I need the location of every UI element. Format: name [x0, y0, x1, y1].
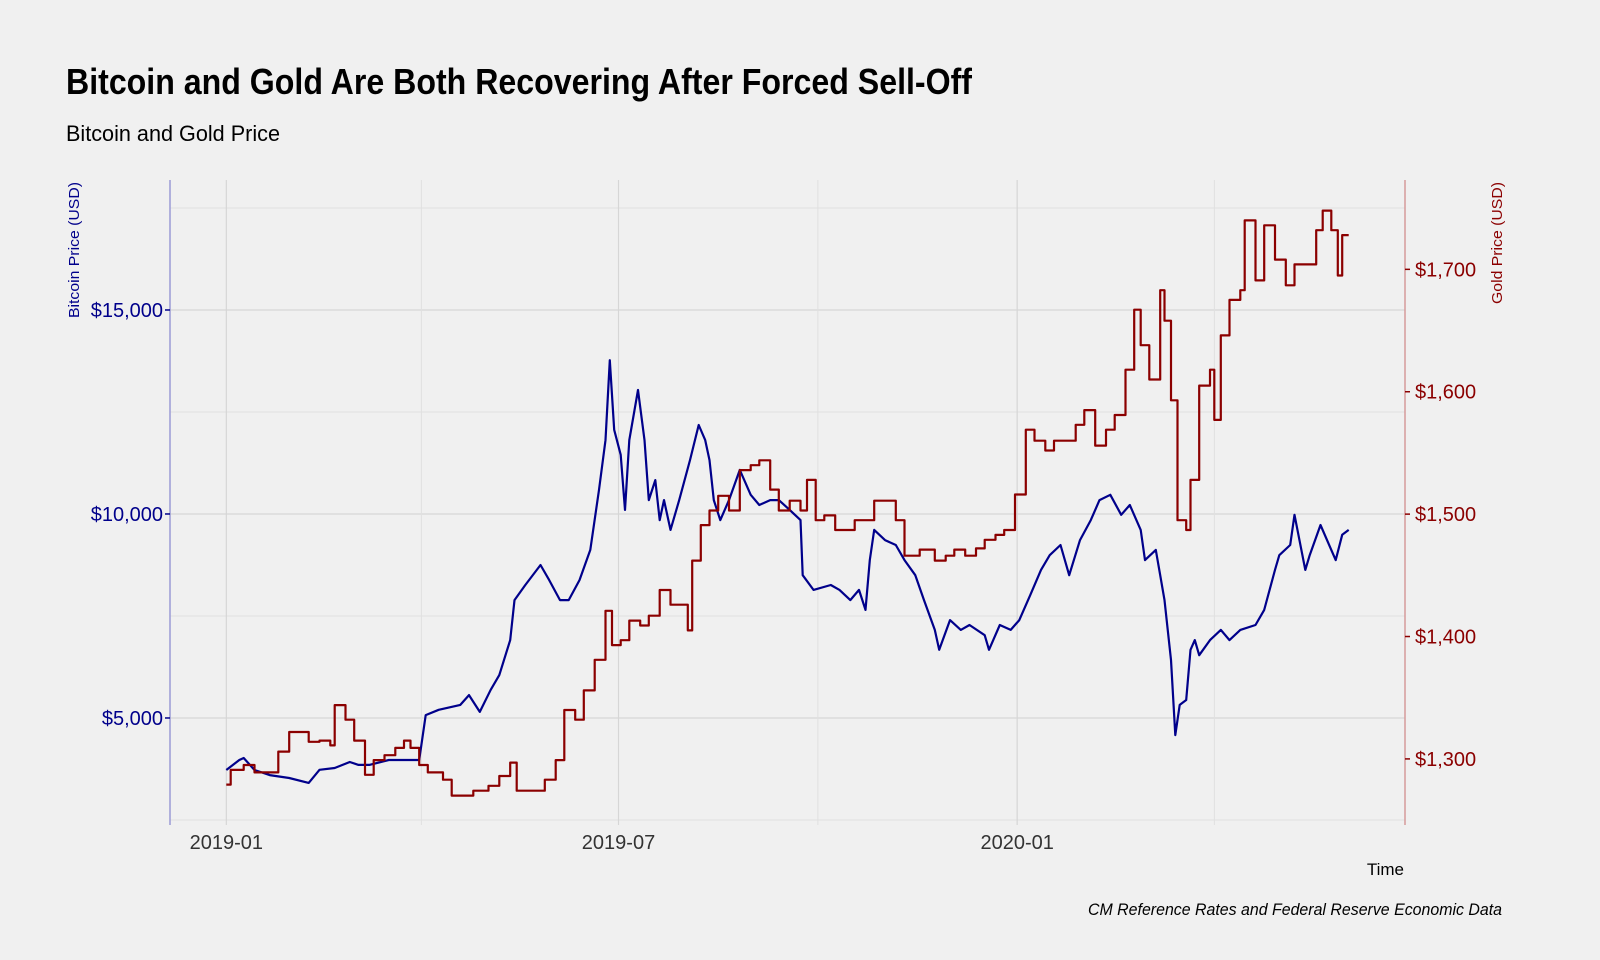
right-y-axis-label: Gold Price (USD) [1489, 182, 1506, 304]
left-y-axis-label: Bitcoin Price (USD) [66, 182, 83, 318]
left-y-tick-label: $10,000 [91, 504, 163, 526]
chart-subtitle: Bitcoin and Gold Price [66, 121, 280, 146]
left-y-tick-label: $5,000 [102, 708, 163, 730]
gold-price-line [226, 209, 1349, 797]
bitcoin-price-line [225, 359, 1350, 784]
right-y-tick-label: $1,400 [1415, 627, 1476, 649]
chart-caption: CM Reference Rates and Federal Reserve E… [1088, 900, 1502, 919]
right-y-tick-label: $1,700 [1415, 259, 1476, 281]
left-y-tick-label: $15,000 [91, 300, 163, 322]
x-tick-label: 2019-01 [190, 832, 263, 854]
right-y-tick-label: $1,600 [1415, 382, 1476, 404]
gridlines [170, 180, 1405, 825]
x-axis-label: Time [1367, 860, 1404, 879]
right-y-tick-label: $1,300 [1415, 749, 1476, 771]
x-tick-label: 2020-01 [980, 832, 1053, 854]
right-y-tick-label: $1,500 [1415, 504, 1476, 526]
chart-title: Bitcoin and Gold Are Both Recovering Aft… [66, 61, 973, 102]
axis-ticks: $5,000 $10,000 $15,000 $1,300 $1,400 $1,500 $1… [91, 259, 1476, 854]
x-tick-label: 2019-07 [582, 832, 655, 854]
series-layer [225, 209, 1350, 797]
